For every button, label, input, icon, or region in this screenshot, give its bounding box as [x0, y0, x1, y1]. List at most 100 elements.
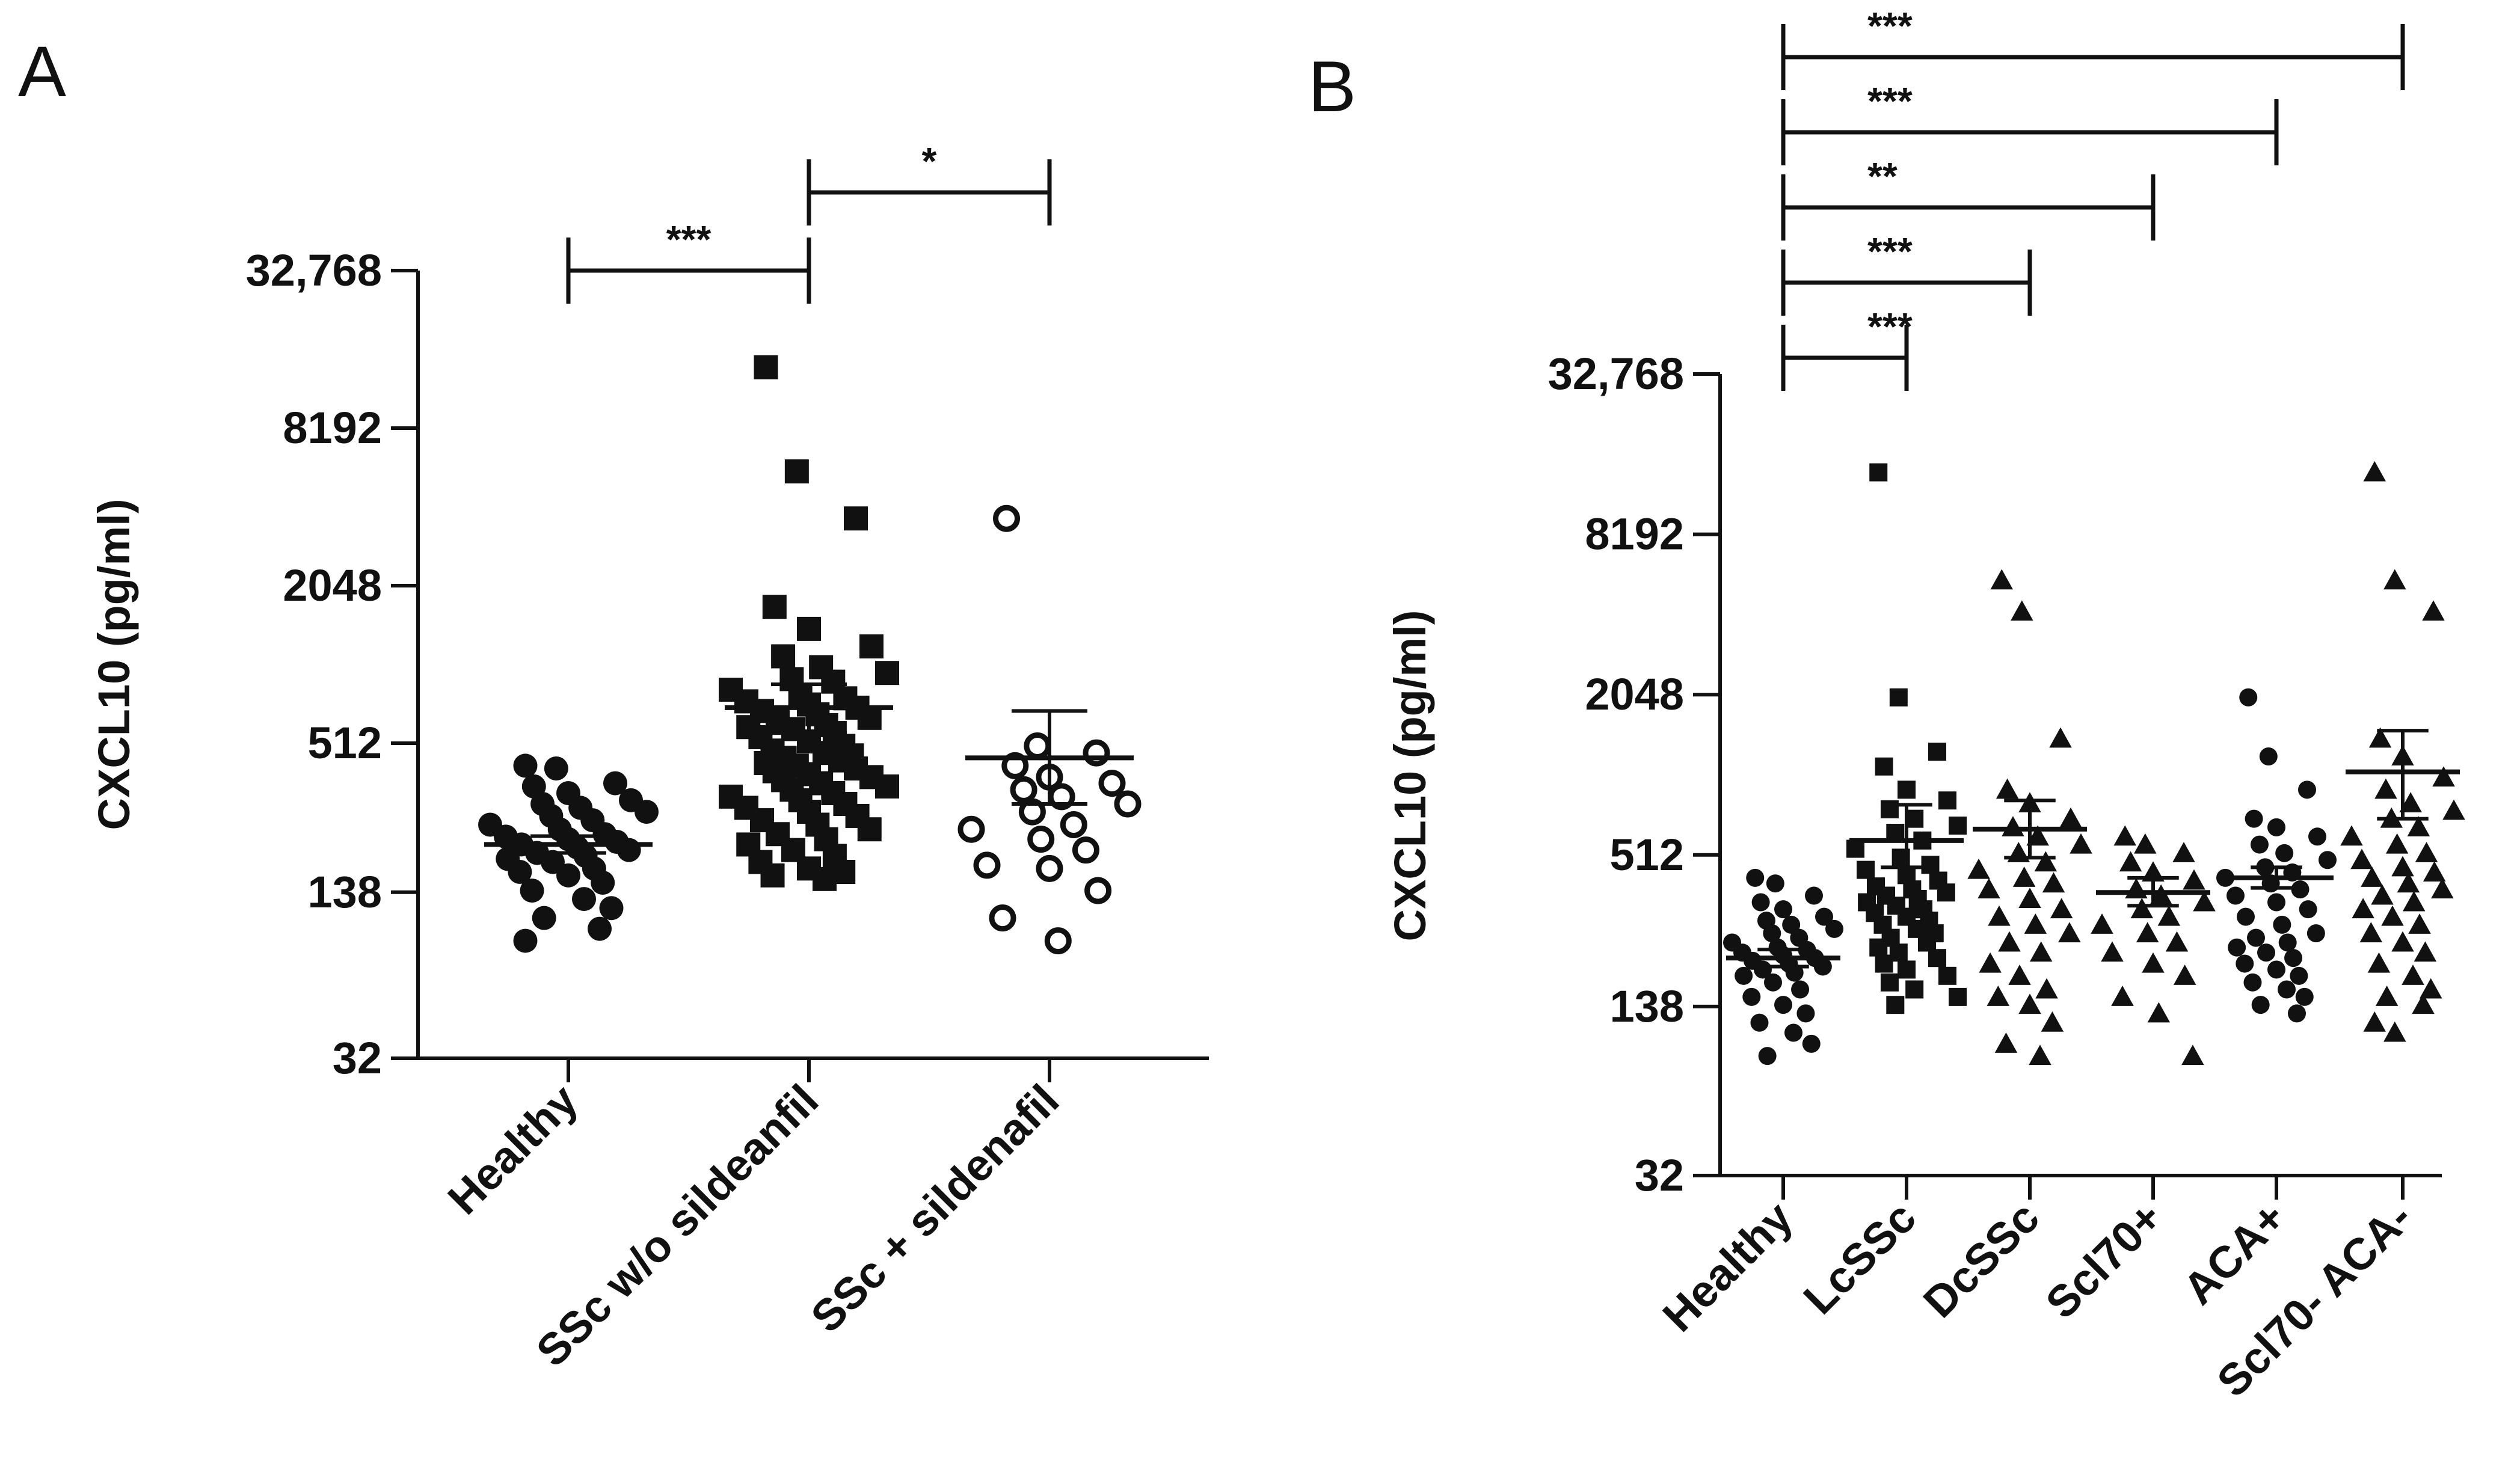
- data-point: [1869, 463, 1888, 482]
- data-point: [2288, 1004, 2306, 1023]
- y-axis-label: CXCL10 (pg/ml): [1385, 610, 1435, 942]
- data-point: [2250, 835, 2269, 854]
- data-point: [1938, 966, 1956, 985]
- data-point: [957, 815, 985, 843]
- data-point: [771, 644, 796, 669]
- data-point: [2267, 960, 2285, 979]
- data-point: [1018, 798, 1046, 826]
- data-point: [1905, 809, 1924, 828]
- data-point: [1886, 996, 1905, 1014]
- data-point: [2259, 747, 2278, 765]
- panel-a: A 32 138 512 2048 8192 32,768 CXCL10 (pg/ml) He…: [18, 31, 1209, 1376]
- data-point: [2172, 842, 2195, 862]
- data-point: [2350, 848, 2373, 869]
- y-tick-label: 8192: [283, 403, 382, 453]
- data-point: [2371, 884, 2394, 905]
- data-point: [1875, 757, 1893, 776]
- data-point: [603, 771, 627, 796]
- data-point: [2012, 866, 2036, 887]
- data-point: [1742, 987, 1761, 1006]
- data-point: [1987, 986, 2010, 1006]
- x-tick-label: Scl70+: [2036, 1192, 2172, 1328]
- data-point: [599, 896, 624, 921]
- data-point: [1988, 905, 2011, 926]
- panel-letter-a: A: [18, 31, 66, 112]
- y-tick-label: 2048: [283, 560, 382, 610]
- data-point: [2193, 891, 2216, 912]
- data-point: [2432, 766, 2455, 787]
- data-point: [2042, 872, 2065, 893]
- data-point: [1764, 973, 1782, 992]
- data-point: [2295, 987, 2314, 1006]
- significance-label: ***: [666, 218, 711, 261]
- data-point: [2407, 816, 2430, 836]
- data-point: [2251, 996, 2270, 1014]
- data-point: [2024, 913, 2047, 934]
- data-point: [591, 871, 615, 895]
- y-tick-label: 2048: [1585, 669, 1684, 719]
- data-point: [2029, 941, 2053, 962]
- data-point: [544, 756, 568, 780]
- data-point: [2050, 898, 2073, 919]
- data-point: [2130, 898, 2154, 919]
- x-tick-label: Healthy: [1653, 1192, 1802, 1342]
- x-tick-label: DcSSc: [1914, 1192, 2048, 1327]
- data-point: [1918, 933, 1936, 952]
- data-point: [513, 753, 538, 778]
- data-point: [1782, 915, 1801, 934]
- data-point: [2414, 941, 2437, 962]
- data-point: [2352, 898, 2374, 919]
- data-point: [2008, 964, 2031, 985]
- data-point: [2227, 886, 2245, 905]
- data-point: [2402, 891, 2426, 912]
- data-point: [2422, 600, 2445, 621]
- data-point: [2299, 900, 2317, 919]
- data-point: [2399, 792, 2422, 812]
- data-point: [2173, 964, 2196, 985]
- data-point: [2018, 888, 2041, 908]
- data-point: [1072, 836, 1099, 864]
- x-tick-label: Healthy: [438, 1075, 588, 1224]
- data-point: [1869, 938, 1888, 957]
- data-point: [1967, 858, 1990, 879]
- data-point: [1813, 957, 1832, 976]
- y-tick-label: 138: [1610, 981, 1684, 1031]
- data-point: [1949, 987, 1967, 1006]
- data-point: [572, 887, 596, 912]
- data-point: [2041, 1011, 2064, 1032]
- data-point: [2383, 1021, 2406, 1042]
- data-point: [2058, 922, 2081, 943]
- data-point: [844, 506, 868, 531]
- data-point: [2018, 993, 2041, 1014]
- data-point: [1098, 770, 1126, 797]
- data-point: [1998, 931, 2021, 952]
- panel-b: B 32 138 512 2048 8192 32,768 CXCL10 (pg/ml) He…: [1308, 4, 2465, 1406]
- data-point: [2228, 938, 2246, 957]
- data-point: [1114, 790, 1142, 818]
- data-point: [2239, 688, 2258, 707]
- x-tick-label: ACA+: [2174, 1192, 2296, 1314]
- data-point: [2359, 922, 2383, 943]
- significance-label: **: [1867, 155, 1898, 198]
- data-point: [1857, 860, 1875, 879]
- data-point: [1750, 1013, 1769, 1032]
- data-point: [2236, 954, 2254, 973]
- data-point: [784, 459, 809, 483]
- x-tick-label: LcSSc: [1794, 1192, 1926, 1324]
- data-point: [1746, 868, 1765, 887]
- data-point: [1774, 996, 1792, 1014]
- data-point: [1083, 739, 1110, 767]
- data-point: [1805, 886, 1823, 905]
- data-point: [1791, 980, 1810, 999]
- data-point: [1766, 874, 1784, 893]
- data-point: [2267, 893, 2285, 912]
- data-point: [875, 774, 899, 799]
- data-point: [2340, 825, 2363, 846]
- y-tick-label: 32,768: [1548, 349, 1684, 399]
- data-point: [859, 634, 884, 659]
- data-point: [1978, 878, 2000, 899]
- data-point: [1751, 893, 1770, 912]
- data-point: [2374, 778, 2397, 799]
- data-point: [1898, 960, 1916, 979]
